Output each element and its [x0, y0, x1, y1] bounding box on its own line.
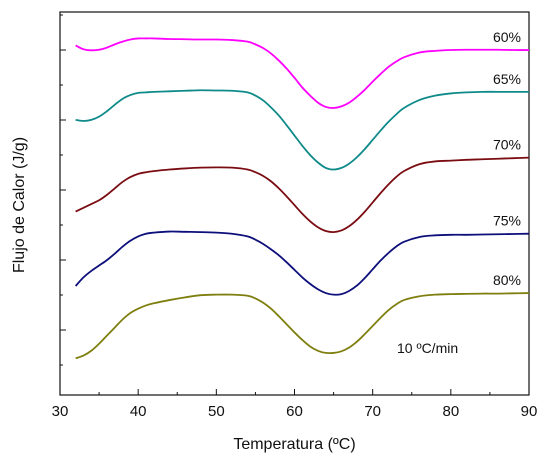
x-tick-label: 30	[52, 403, 69, 420]
x-tick-label: 80	[442, 403, 459, 420]
heating-rate-annotation: 10 ºC/min	[397, 340, 458, 356]
series-labels: 60% 65% 70% 75% 80%	[493, 29, 521, 288]
x-axis-title: Temperatura (ºC)	[233, 436, 355, 453]
series-line-65pct	[75, 89, 529, 171]
y-axis-title: Flujo de Calor (J/g)	[11, 137, 28, 273]
series-label: 80%	[493, 272, 521, 288]
x-tick-label: 50	[208, 403, 225, 420]
x-tick-label: 40	[130, 403, 147, 420]
plot-frame	[59, 11, 530, 396]
series-label: 65%	[493, 71, 521, 87]
x-tick-label: 70	[364, 403, 381, 420]
series-label: 70%	[493, 137, 521, 153]
series-lines	[74, 37, 530, 360]
x-axis-ticks	[59, 389, 530, 395]
series-label: 60%	[493, 29, 521, 45]
series-line-70pct	[75, 156, 530, 234]
x-axis-tick-labels: 30 40 50 60 70 80 90	[52, 403, 538, 420]
series-label: 75%	[493, 213, 521, 229]
series-line-75pct	[74, 230, 530, 296]
series-line-60pct	[75, 37, 530, 109]
x-tick-label: 60	[286, 403, 303, 420]
x-tick-label: 90	[521, 403, 538, 420]
y-axis-ticks	[60, 14, 66, 366]
series-line-80pct	[75, 292, 530, 360]
